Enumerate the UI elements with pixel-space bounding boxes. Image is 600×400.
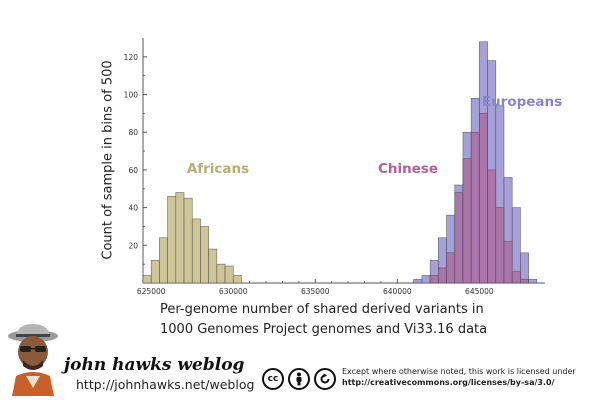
blog-url-link[interactable]: http://johnhawks.net/weblog — [76, 377, 255, 392]
x-axis-label-line2: 1000 Genomes Project genomes and Vi33.16… — [160, 322, 488, 337]
blog-title: john hawks weblog — [64, 355, 245, 375]
series-label-europeans: Europeans — [482, 94, 562, 110]
bar-africans — [224, 265, 234, 284]
bar-africans — [216, 263, 226, 284]
bar-africans — [183, 197, 193, 284]
license-text: Except where otherwise noted, this work … — [342, 366, 576, 388]
bar-chinese — [470, 131, 480, 284]
x-tick-label: 635000 — [301, 287, 330, 296]
bar-europeans — [520, 252, 529, 284]
attribution-icon — [288, 368, 310, 390]
x-axis-label-line1: Per-genome number of shared derived vari… — [160, 302, 484, 317]
bar-chinese — [479, 113, 488, 284]
cc-license-icons[interactable]: cc — [262, 368, 336, 390]
bar-africans — [200, 226, 209, 284]
x-tick-label: 645000 — [465, 287, 494, 296]
bar-chinese — [446, 252, 456, 284]
cc-icon: cc — [262, 368, 284, 390]
cc-icon-text: cc — [267, 374, 279, 384]
bar-africans — [175, 192, 185, 284]
series-label-chinese: Chinese — [378, 161, 438, 177]
y-axis-label-wrap: Count of sample in bins of 500 — [98, 60, 118, 259]
bar-chinese — [438, 267, 447, 284]
x-tick-label: 625000 — [137, 287, 166, 296]
bar-chinese — [520, 278, 529, 284]
x-tick-label: 640000 — [383, 287, 412, 296]
bar-africans — [159, 237, 168, 284]
bar-chinese — [487, 169, 497, 284]
bar-africans — [142, 275, 152, 284]
bar-africans — [191, 218, 201, 284]
y-tick-label: 40 — [128, 204, 138, 213]
bar-africans — [208, 248, 218, 284]
bar-europeans — [421, 275, 431, 284]
bar-africans — [232, 275, 242, 284]
y-tick-label: 120 — [124, 53, 139, 62]
bar-chinese — [495, 207, 505, 284]
bar-chinese — [429, 275, 439, 284]
person-portrait-icon — [6, 322, 60, 396]
y-tick-label: 100 — [124, 91, 139, 100]
bar-africans — [150, 260, 160, 284]
bar-chinese — [462, 158, 472, 284]
bar-chinese — [503, 241, 513, 284]
license-line: Except where otherwise noted, this work … — [342, 367, 576, 376]
histogram-chart: 20 40 60 80 100 120 625000 630000 635000 640000 64… — [124, 38, 562, 296]
bar-europeans — [528, 278, 538, 284]
y-axis-label: Count of sample in bins of 500 — [100, 60, 116, 260]
y-tick-label: 80 — [128, 128, 138, 137]
bar-africans — [167, 196, 177, 284]
series-label-africans: Africans — [187, 161, 249, 177]
y-tick-label: 20 — [128, 241, 138, 250]
license-url-link[interactable]: http://creativecommons.org/licenses/by-s… — [342, 378, 555, 387]
share-alike-icon — [314, 368, 336, 390]
bar-chinese — [454, 192, 464, 284]
bar-chinese — [511, 271, 521, 284]
bar-europeans — [413, 278, 423, 284]
x-tick-label: 630000 — [219, 287, 248, 296]
y-tick-label: 60 — [128, 166, 138, 175]
x-axis-label: Per-genome number of shared derived vari… — [160, 300, 488, 340]
